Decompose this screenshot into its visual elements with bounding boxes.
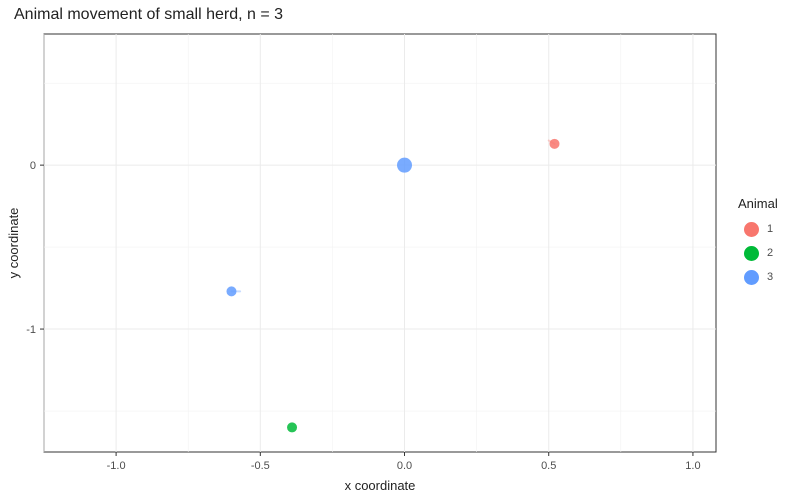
x-tick-label: 1.0 <box>685 460 700 472</box>
point-animal-2 <box>287 422 298 433</box>
legend-title: Animal <box>738 196 778 211</box>
legend-label-animal-3: 3 <box>767 271 774 283</box>
legend-label-animal-1: 1 <box>767 223 774 235</box>
legend-key-animal-2 <box>744 245 759 261</box>
x-tick-label: -1.0 <box>107 460 126 472</box>
x-axis-ticks: -1.0 -0.5 0.0 0.5 1.0 <box>107 452 701 472</box>
chart-title: Animal movement of small herd, n = 3 <box>14 6 284 23</box>
x-tick-label: -0.5 <box>251 460 270 472</box>
data-points <box>226 138 560 433</box>
legend-label-animal-2: 2 <box>767 247 774 259</box>
y-tick-label: -1 <box>26 324 36 336</box>
legend: Animal 1 2 3 <box>738 196 778 289</box>
x-tick-label: 0.0 <box>397 460 412 472</box>
point-animal-1 <box>549 138 560 149</box>
point-animal-3 <box>226 286 237 297</box>
legend-item-animal-1: 1 <box>738 217 778 241</box>
y-axis-ticks: 0 -1 <box>26 160 44 336</box>
legend-key-animal-3 <box>744 269 759 285</box>
grid-lines <box>43 34 716 452</box>
point-animal-3 <box>397 157 413 173</box>
legend-item-animal-2: 2 <box>738 241 778 265</box>
plot-panel <box>43 33 717 453</box>
x-axis-label: x coordinate <box>345 478 416 493</box>
y-axis-label: y coordinate <box>6 208 21 279</box>
legend-key-animal-1 <box>744 221 759 237</box>
legend-item-animal-3: 3 <box>738 265 778 289</box>
x-tick-label: 0.5 <box>541 460 556 472</box>
y-tick-label: 0 <box>30 160 36 172</box>
